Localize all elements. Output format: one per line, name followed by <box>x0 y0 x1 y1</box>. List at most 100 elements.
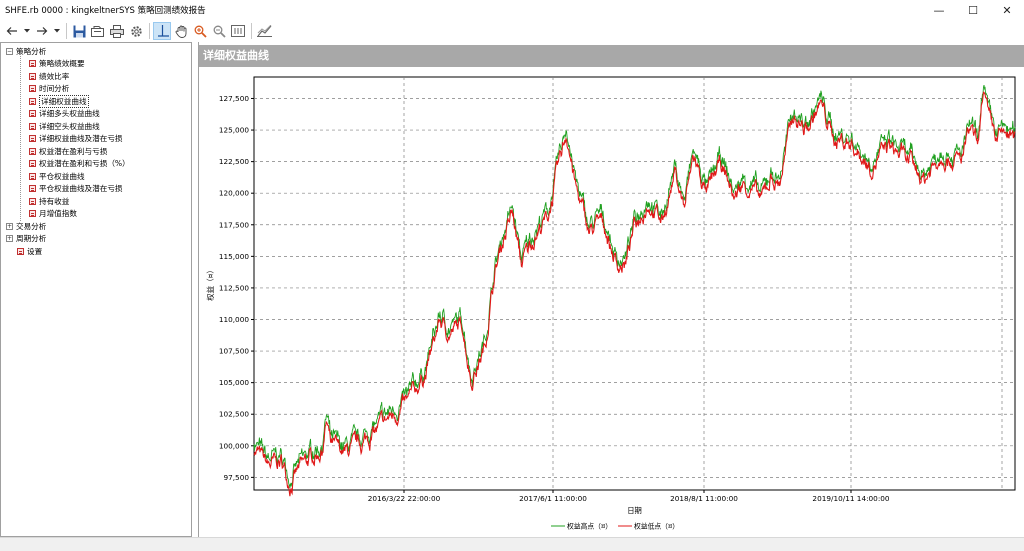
tree-item-label: 平仓权益曲线 <box>39 171 85 181</box>
y-tick-label: 105,000 <box>219 378 250 387</box>
expand-icon[interactable]: + <box>6 222 13 230</box>
y-tick-label: 122,500 <box>219 157 250 166</box>
series-equity-high <box>253 84 1016 489</box>
dropdown-icon[interactable] <box>22 22 32 40</box>
tree-node-label: 策略分析 <box>16 46 47 56</box>
toolbar <box>0 20 1024 42</box>
tree-item-label: 时间分析 <box>39 84 70 94</box>
y-axis-label: 权益（¤） <box>205 266 215 301</box>
tree-node-settings[interactable]: 设置 <box>1 245 191 258</box>
tree-item-label: 详细多头权益曲线 <box>39 109 100 119</box>
maximize-button[interactable]: ☐ <box>968 3 978 17</box>
y-tick-label: 100,000 <box>219 441 250 450</box>
report-page-icon <box>29 135 36 143</box>
tree-node-period-analysis[interactable]: + 周期分析 <box>1 233 191 246</box>
report-page-icon <box>29 85 36 93</box>
tree-item[interactable]: 详细权益曲线 <box>1 94 191 108</box>
back-icon[interactable] <box>3 22 21 40</box>
dropdown-icon[interactable] <box>52 22 62 40</box>
crosshair-icon[interactable] <box>153 22 171 40</box>
zoom-fit-icon[interactable] <box>229 22 247 40</box>
window-controls: — ☐ ✕ <box>922 0 1024 20</box>
y-tick-label: 127,500 <box>219 94 250 103</box>
equity-curve-chart[interactable]: 97,500 100,000 102,500 105,000 107,500 110,00… <box>199 67 1024 537</box>
report-page-icon <box>29 160 36 168</box>
tree-item-label: 详细权益曲线 <box>39 94 89 108</box>
status-bar <box>0 537 1024 551</box>
tree-item[interactable]: 绩效比率 <box>1 70 191 83</box>
toolbar-separator <box>251 23 252 39</box>
tree-item[interactable]: 月增值指数 <box>1 208 191 221</box>
toolbar-separator <box>66 23 67 39</box>
navigation-tree-panel: − 策略分析 策略绩效概要 绩效比率时间分析 详细权益曲线 详细多头权益曲线 详细空头权… <box>0 42 192 537</box>
y-tick-label: 107,500 <box>219 347 250 356</box>
tree-item-label: 持有收益 <box>39 196 70 206</box>
settings-page-icon <box>17 247 24 255</box>
tree-node-label: 设置 <box>27 246 43 256</box>
tree-item[interactable]: 平仓权益曲线 <box>1 170 191 183</box>
forward-icon[interactable] <box>33 22 51 40</box>
report-page-icon <box>29 60 36 68</box>
chart-style-icon[interactable] <box>255 22 273 40</box>
report-page-icon <box>29 185 36 193</box>
export-icon[interactable] <box>89 22 107 40</box>
settings-icon[interactable] <box>127 22 145 40</box>
minimize-button[interactable]: — <box>933 3 945 17</box>
report-page-icon <box>29 110 36 118</box>
tree-item[interactable]: 持有收益 <box>1 195 191 208</box>
tree-item-label: 绩效比率 <box>39 71 70 81</box>
tree-item[interactable]: 权益潜在盈利和亏损（%） <box>1 158 191 171</box>
report-page-icon <box>29 122 36 130</box>
y-tick-label: 125,000 <box>219 126 250 135</box>
tree-item-label: 权益潜在盈利与亏损 <box>39 146 108 156</box>
tree-item-label: 详细空头权益曲线 <box>39 121 100 131</box>
pan-hand-icon[interactable] <box>172 22 190 40</box>
tree-node-label: 周期分析 <box>16 234 47 244</box>
panel-title: 详细权益曲线 <box>199 45 1024 67</box>
series-equity-low <box>253 91 1016 497</box>
y-tick-label: 97,500 <box>223 473 249 482</box>
legend-label-low: 权益低点（¤） <box>634 522 679 531</box>
expand-icon[interactable]: + <box>6 235 13 243</box>
plot-area <box>253 76 1016 491</box>
zoom-in-icon[interactable] <box>191 22 209 40</box>
report-page-icon <box>29 97 36 105</box>
tree-item-label: 详细权益曲线及潜在亏损 <box>39 134 123 144</box>
tree-item[interactable]: 详细空头权益曲线 <box>1 120 191 133</box>
x-tick-label: 2017/6/1 11:00:00 <box>519 494 587 503</box>
report-page-icon <box>29 172 36 180</box>
y-tick-label: 115,000 <box>219 252 250 261</box>
tree-item[interactable]: 策略绩效概要 <box>1 58 191 71</box>
x-tick-label: 2018/8/1 11:00:00 <box>670 494 738 503</box>
navigation-tree-bottom: + 交易分析 + 周期分析 设置 <box>1 220 191 258</box>
report-page-icon <box>29 147 36 155</box>
report-page-icon <box>29 197 36 205</box>
x-tick-label: 2016/3/22 22:00:00 <box>368 494 441 503</box>
zoom-out-icon[interactable] <box>210 22 228 40</box>
tree-node-trade-analysis[interactable]: + 交易分析 <box>1 220 191 233</box>
tree-item[interactable]: 详细权益曲线及潜在亏损 <box>1 133 191 146</box>
report-page-icon <box>29 210 36 218</box>
tree-item[interactable]: 时间分析 <box>1 83 191 96</box>
save-icon[interactable] <box>70 22 88 40</box>
report-panel: 详细权益曲线 97,500 100,000 102,500 105,000 107,50… <box>198 42 1024 537</box>
tree-item-label: 权益潜在盈利和亏损（%） <box>39 159 130 169</box>
print-icon[interactable] <box>108 22 126 40</box>
x-axis-label: 日期 <box>627 506 642 515</box>
tree-item[interactable]: 权益潜在盈利与亏损 <box>1 145 191 158</box>
close-button[interactable]: ✕ <box>1002 3 1012 17</box>
tree-node-label: 交易分析 <box>16 221 47 231</box>
y-tick-label: 112,500 <box>219 283 250 292</box>
toolbar-separator <box>149 23 150 39</box>
navigation-tree: − 策略分析 策略绩效概要 绩效比率时间分析 详细权益曲线 详细多头权益曲线 详细空头权… <box>1 43 191 220</box>
tree-node-strategy-analysis[interactable]: − 策略分析 <box>1 45 191 58</box>
collapse-icon[interactable]: − <box>6 47 13 55</box>
y-tick-label: 110,000 <box>219 315 250 324</box>
x-tick-label: 2019/10/11 14:00:00 <box>812 494 890 503</box>
tree-item[interactable]: 平仓权益曲线及潜在亏损 <box>1 183 191 196</box>
tree-item-label: 月增值指数 <box>39 209 77 219</box>
tree-item[interactable]: 详细多头权益曲线 <box>1 108 191 121</box>
window-title: SHFE.rb 0000 : kingkeltnerSYS 策略回测绩效报告 <box>5 6 206 16</box>
legend-label-high: 权益高点（¤） <box>567 522 612 531</box>
